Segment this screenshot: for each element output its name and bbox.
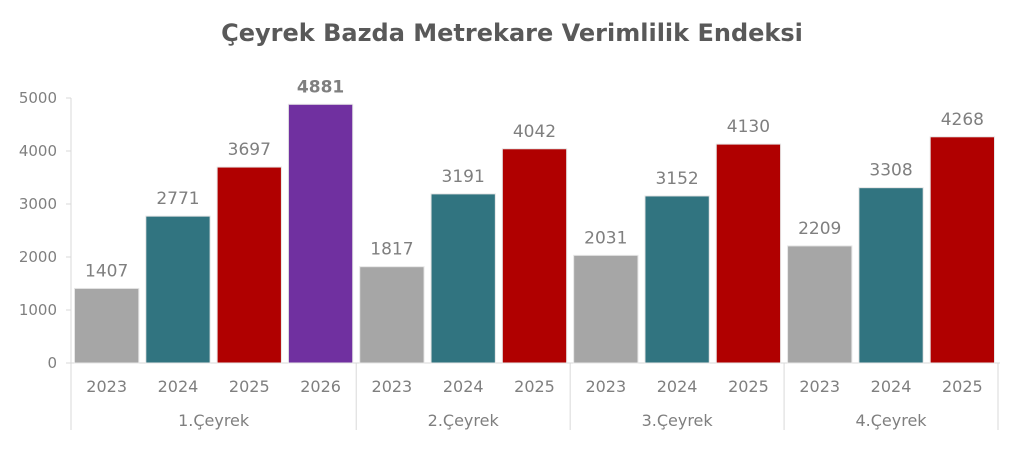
x-tick-label-year: 2024: [871, 377, 912, 396]
bar: [858, 187, 924, 364]
data-label: 1817: [370, 240, 413, 260]
x-tick-label-year: 2024: [657, 377, 698, 396]
x-tick-label-year: 2023: [372, 377, 413, 396]
x-tick-label-year: 2025: [514, 377, 555, 396]
data-label: 2031: [584, 228, 627, 248]
bar: [715, 143, 782, 364]
y-tick-label: 1000: [19, 301, 57, 319]
bar: [430, 193, 496, 364]
y-tick-label: 0: [47, 354, 57, 372]
x-group-label: 4.Çeyrek: [855, 411, 927, 430]
data-label: 1407: [85, 261, 128, 281]
x-tick-label-year: 2025: [942, 377, 983, 396]
data-label: 2771: [156, 189, 199, 209]
data-label: 4881: [297, 77, 344, 97]
y-tick-label: 5000: [19, 89, 57, 107]
x-tick-label-year: 2024: [443, 377, 484, 396]
x-tick-label-year: 2023: [86, 377, 127, 396]
x-group-label: 2.Çeyrek: [428, 411, 500, 430]
x-tick-label-year: 2025: [728, 377, 769, 396]
bar: [145, 215, 211, 364]
bar: [644, 195, 710, 364]
x-group-label: 3.Çeyrek: [642, 411, 714, 430]
chart-title: Çeyrek Bazda Metrekare Verimlilik Endeks…: [221, 19, 803, 47]
x-tick-label-year: 2025: [229, 377, 270, 396]
bar: [929, 136, 996, 364]
x-group-label: 1.Çeyrek: [178, 411, 250, 430]
data-label: 4130: [727, 117, 770, 137]
x-tick-label-year: 2023: [585, 377, 626, 396]
y-tick-label: 4000: [19, 142, 57, 160]
y-tick-label: 3000: [19, 195, 57, 213]
bar: [501, 148, 568, 364]
bar: [74, 287, 140, 364]
bar: [573, 254, 639, 364]
data-label: 3308: [869, 161, 912, 181]
bar: [359, 266, 425, 364]
data-label: 3191: [442, 167, 485, 187]
bar: [287, 103, 354, 364]
data-label: 3152: [655, 169, 698, 189]
y-tick-label: 2000: [19, 248, 57, 266]
x-tick-label-year: 2026: [300, 377, 341, 396]
x-tick-label-year: 2024: [158, 377, 199, 396]
data-label: 2209: [798, 219, 841, 239]
data-label: 4268: [941, 110, 984, 130]
bar: [216, 166, 282, 364]
x-tick-label-year: 2023: [799, 377, 840, 396]
data-label: 4042: [513, 122, 556, 142]
bar: [787, 245, 853, 364]
data-label: 3697: [228, 140, 271, 160]
